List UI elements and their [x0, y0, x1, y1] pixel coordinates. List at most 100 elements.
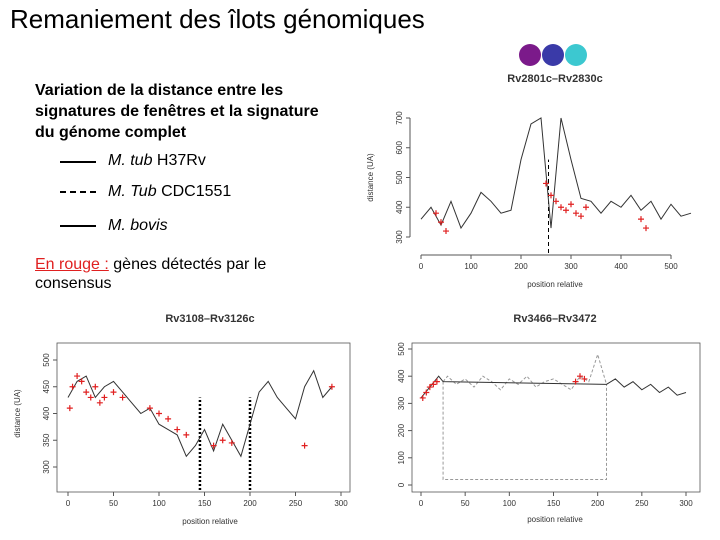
y-tick-label: 400: [397, 369, 406, 383]
x-tick-label: 50: [461, 499, 470, 508]
x-tick-label: 250: [289, 499, 303, 508]
data-point: [69, 383, 76, 390]
x-tick-label: 0: [66, 499, 71, 508]
note: En rouge : gènes détectés par le consens…: [35, 255, 325, 293]
data-point: [228, 439, 235, 446]
data-point: [426, 384, 433, 391]
data-point: [568, 201, 574, 208]
data-point: [301, 442, 308, 449]
x-tick-label: 50: [109, 499, 118, 508]
data-point: [78, 378, 85, 385]
data-point: [643, 225, 649, 232]
x-axis-label: position relative: [527, 515, 583, 524]
data-point: [101, 394, 108, 401]
data-point: [581, 375, 588, 382]
y-tick-label: 0: [397, 482, 406, 487]
y-tick-label: 500: [395, 170, 404, 184]
x-tick-label: 300: [564, 262, 578, 271]
data-point: [558, 204, 564, 211]
data-point: [174, 426, 181, 433]
plot-frame: [56, 342, 351, 493]
x-tick-label: 100: [464, 262, 478, 271]
y-tick-label: 300: [42, 460, 51, 474]
plot-frame: [411, 342, 701, 493]
legend-item: M. tub H37Rv: [108, 152, 206, 170]
data-point: [578, 213, 584, 220]
y-tick-label: 500: [397, 342, 406, 356]
data-line: [67, 369, 333, 458]
legend-item: M. Tub CDC1551: [108, 183, 231, 201]
note-text: gènes détectés par le consensus: [35, 256, 267, 292]
data-point: [572, 378, 579, 385]
data-point: [110, 389, 117, 396]
legend-item: M. bovis: [108, 217, 168, 235]
data-point: [423, 389, 430, 396]
y-axis-label: distance (UA): [13, 389, 22, 438]
x-tick-label: 100: [503, 499, 517, 508]
data-point: [87, 394, 94, 401]
y-tick-label: 200: [397, 423, 406, 437]
data-point: [433, 210, 439, 217]
x-tick-label: 200: [591, 499, 605, 508]
y-tick-label: 450: [42, 380, 51, 394]
data-point: [430, 381, 437, 388]
data-point: [96, 399, 103, 406]
x-tick-label: 200: [514, 262, 528, 271]
y-tick-label: 100: [397, 451, 406, 465]
data-point: [119, 394, 126, 401]
chart-title: Rv2801c–Rv2830c: [507, 73, 602, 85]
chart-title: Rv3466–Rv3472: [513, 313, 596, 325]
y-tick-label: 400: [42, 406, 51, 420]
dot: [542, 44, 564, 66]
x-tick-label: 0: [419, 499, 424, 508]
data-point: [183, 431, 190, 438]
strain: CDC1551: [161, 183, 232, 200]
x-tick-label: 300: [334, 499, 348, 508]
data-point: [563, 207, 569, 214]
data-line: [442, 352, 607, 391]
data-point: [328, 383, 335, 390]
dot: [519, 44, 541, 66]
x-tick-label: 150: [547, 499, 561, 508]
data-point: [553, 198, 559, 205]
data-point: [83, 389, 90, 396]
y-axis-label: distance (UA): [366, 153, 375, 202]
data-point: [438, 219, 444, 226]
description: Variation de la distance entre les signa…: [35, 82, 319, 141]
y-tick-label: 300: [395, 230, 404, 244]
y-tick-label: 350: [42, 433, 51, 447]
data-point: [165, 415, 172, 422]
data-point: [577, 373, 583, 380]
slide-title: Remaniement des îlots génomiques: [10, 4, 425, 34]
data-line: [420, 117, 692, 230]
x-tick-label: 400: [614, 262, 628, 271]
data-point: [573, 210, 579, 217]
y-tick-label: 500: [42, 353, 51, 367]
data-line: [442, 381, 607, 481]
data-point: [74, 373, 81, 380]
data-point: [419, 394, 426, 401]
data-point: [548, 192, 554, 199]
x-tick-label: 0: [419, 262, 424, 271]
y-tick-label: 300: [397, 396, 406, 410]
y-tick-label: 600: [395, 141, 404, 155]
x-tick-label: 100: [152, 499, 166, 508]
data-point: [92, 383, 99, 390]
data-point: [146, 405, 153, 412]
chart-title: Rv3108–Rv3126c: [165, 313, 254, 325]
data-line: [420, 375, 687, 399]
x-tick-label: 300: [679, 499, 693, 508]
y-tick-label: 400: [395, 200, 404, 214]
species: M. tub: [108, 152, 153, 169]
strain: H37Rv: [156, 152, 206, 169]
data-point: [66, 405, 73, 412]
x-axis-label: position relative: [527, 280, 583, 289]
species: M. bovis: [108, 217, 168, 234]
species: M. Tub: [108, 183, 157, 200]
dot: [565, 44, 587, 66]
x-tick-label: 150: [198, 499, 212, 508]
data-point: [156, 410, 162, 417]
note-highlight: En rouge :: [35, 256, 109, 273]
